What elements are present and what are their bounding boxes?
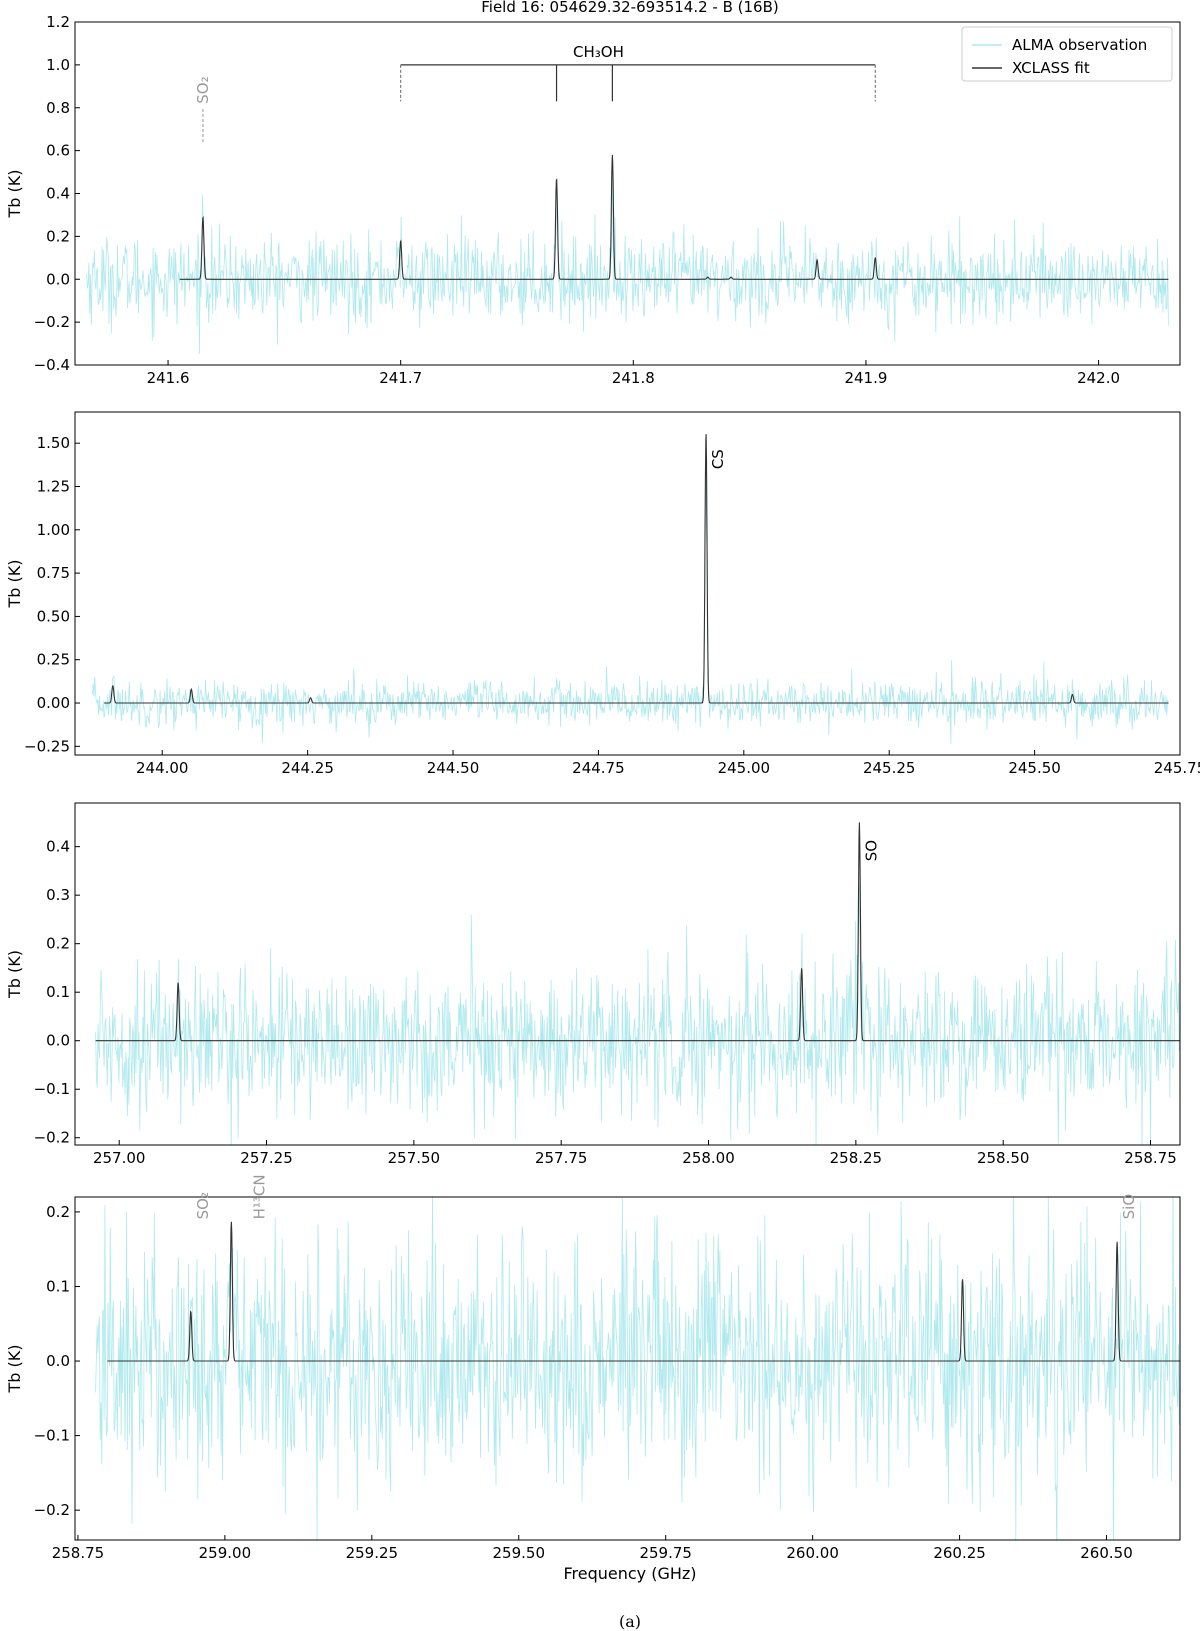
y-axis-label: Tb (K) bbox=[5, 560, 24, 609]
y-tick-label: 0.1 bbox=[46, 983, 70, 1001]
y-tick-label: 0.4 bbox=[46, 185, 70, 203]
x-tick-label: 259.50 bbox=[493, 1544, 546, 1562]
x-tick-label: 241.7 bbox=[379, 369, 422, 387]
observation-series-line bbox=[95, 884, 1180, 1145]
y-tick-label: −0.1 bbox=[34, 1080, 70, 1098]
x-tick-label: 259.25 bbox=[346, 1544, 399, 1562]
panels: 241.6 241.7 241.8 241.9 242.0 −0.4 −0.2 0.0 0.2 0… bbox=[5, 13, 1200, 1562]
x-tick-label: 245.75 bbox=[1154, 759, 1200, 777]
x-tick-label: 258.00 bbox=[682, 1149, 735, 1167]
y-tick-label: 0.6 bbox=[46, 142, 70, 160]
plot-frame bbox=[74, 1196, 1181, 1541]
x-tick-label: 244.25 bbox=[281, 759, 334, 777]
chart-panel-1: 241.6 241.7 241.8 241.9 242.0 −0.4 −0.2 0.0 0.2 0… bbox=[5, 13, 1181, 387]
fit-series-line bbox=[107, 1221, 1180, 1362]
y-tick-label: 0.8 bbox=[46, 99, 70, 117]
x-tick-label: 259.00 bbox=[199, 1544, 252, 1562]
line-id-label: SO bbox=[862, 840, 880, 861]
y-axis-label: Tb (K) bbox=[5, 170, 24, 219]
x-tick-label: 258.50 bbox=[977, 1149, 1030, 1167]
y-tick-label: 0.00 bbox=[37, 694, 70, 712]
y-tick-label: 0.1 bbox=[46, 1277, 70, 1295]
x-axis-label: Frequency (GHz) bbox=[563, 1564, 696, 1583]
x-tick-label: 257.25 bbox=[240, 1149, 293, 1167]
y-axis-label: Tb (K) bbox=[5, 1345, 24, 1394]
y-tick-label: 0.75 bbox=[37, 564, 70, 582]
x-tick-label: 245.50 bbox=[1008, 759, 1061, 777]
figure-caption: (a) bbox=[619, 1612, 641, 1631]
y-tick-label: −0.2 bbox=[34, 1501, 70, 1519]
y-tick-label: 0.25 bbox=[37, 651, 70, 669]
x-tick-label: 244.75 bbox=[572, 759, 625, 777]
y-tick-label: −0.4 bbox=[34, 356, 70, 374]
line-id-label: SiO bbox=[1120, 1194, 1138, 1220]
y-tick-label: 0.0 bbox=[46, 1032, 70, 1050]
x-tick-label: 241.9 bbox=[844, 369, 887, 387]
y-tick-label: 0.50 bbox=[37, 607, 70, 625]
fit-series-line bbox=[179, 154, 1169, 280]
y-axis-label: Tb (K) bbox=[5, 950, 24, 999]
y-tick-label: −0.1 bbox=[34, 1427, 70, 1445]
y-tick-label: 0.4 bbox=[46, 838, 70, 856]
figure-title: Field 16: 054629.32-693514.2 - B (16B) bbox=[481, 0, 779, 16]
line-id-label: CS bbox=[709, 449, 727, 469]
y-tick-label: −0.2 bbox=[34, 1129, 70, 1147]
x-tick-label: 242.0 bbox=[1077, 369, 1120, 387]
legend-label: XCLASS fit bbox=[1012, 59, 1090, 77]
x-tick-label: 241.6 bbox=[147, 369, 190, 387]
legend-label: ALMA observation bbox=[1012, 36, 1147, 54]
plot-frame bbox=[74, 802, 1181, 1146]
y-tick-label: 1.25 bbox=[37, 477, 70, 495]
line-id-label: H¹³CN bbox=[250, 1174, 268, 1219]
x-tick-label: 259.75 bbox=[639, 1544, 692, 1562]
x-tick-label: 258.75 bbox=[1124, 1149, 1177, 1167]
y-tick-label: −0.25 bbox=[24, 737, 70, 755]
y-tick-label: 1.50 bbox=[37, 434, 70, 452]
chart-panel-4: 258.75 259.00 259.25 259.50 259.75 260.00 260.… bbox=[5, 1174, 1181, 1562]
observation-series-line bbox=[86, 170, 1169, 355]
y-tick-label: −0.2 bbox=[34, 313, 70, 331]
y-tick-label: 1.2 bbox=[46, 13, 70, 31]
y-tick-label: 0.2 bbox=[46, 227, 70, 245]
y-tick-label: 0.2 bbox=[46, 1203, 70, 1221]
chart-panel-3: 257.00 257.25 257.50 257.75 258.00 258.25 258.… bbox=[5, 802, 1181, 1167]
x-tick-label: 257.50 bbox=[388, 1149, 441, 1167]
chart-panel-2: 244.00 244.25 244.50 244.75 245.00 245.25 245.… bbox=[5, 411, 1200, 777]
x-tick-label: 244.00 bbox=[136, 759, 189, 777]
y-tick-label: 1.00 bbox=[37, 521, 70, 539]
x-tick-label: 257.75 bbox=[535, 1149, 588, 1167]
x-tick-label: 260.50 bbox=[1080, 1544, 1133, 1562]
y-tick-label: 1.0 bbox=[46, 56, 70, 74]
line-id-label: SO₂ bbox=[194, 76, 212, 103]
x-tick-label: 245.25 bbox=[863, 759, 916, 777]
bracket-label: CH₃OH bbox=[573, 43, 624, 61]
x-tick-label: 260.00 bbox=[786, 1544, 839, 1562]
observation-series-line bbox=[92, 471, 1169, 745]
x-tick-label: 244.50 bbox=[427, 759, 480, 777]
line-id-label: SO₂ bbox=[194, 1192, 212, 1219]
plot-frame bbox=[74, 411, 1181, 756]
x-tick-label: 258.75 bbox=[52, 1544, 105, 1562]
y-tick-label: 0.0 bbox=[46, 270, 70, 288]
x-tick-label: 245.00 bbox=[718, 759, 771, 777]
x-tick-label: 260.25 bbox=[933, 1544, 986, 1562]
fit-series-line bbox=[95, 822, 1180, 1042]
fit-series-line bbox=[104, 434, 1169, 704]
x-tick-label: 258.25 bbox=[830, 1149, 883, 1167]
y-tick-label: 0.3 bbox=[46, 886, 70, 904]
x-tick-label: 257.00 bbox=[93, 1149, 146, 1167]
y-tick-label: 0.0 bbox=[46, 1352, 70, 1370]
observation-series-line bbox=[95, 1197, 1180, 1540]
x-tick-label: 241.8 bbox=[612, 369, 655, 387]
legend-box bbox=[961, 26, 1173, 82]
legend: ALMA observation XCLASS fit bbox=[961, 26, 1173, 82]
y-tick-label: 0.2 bbox=[46, 935, 70, 953]
